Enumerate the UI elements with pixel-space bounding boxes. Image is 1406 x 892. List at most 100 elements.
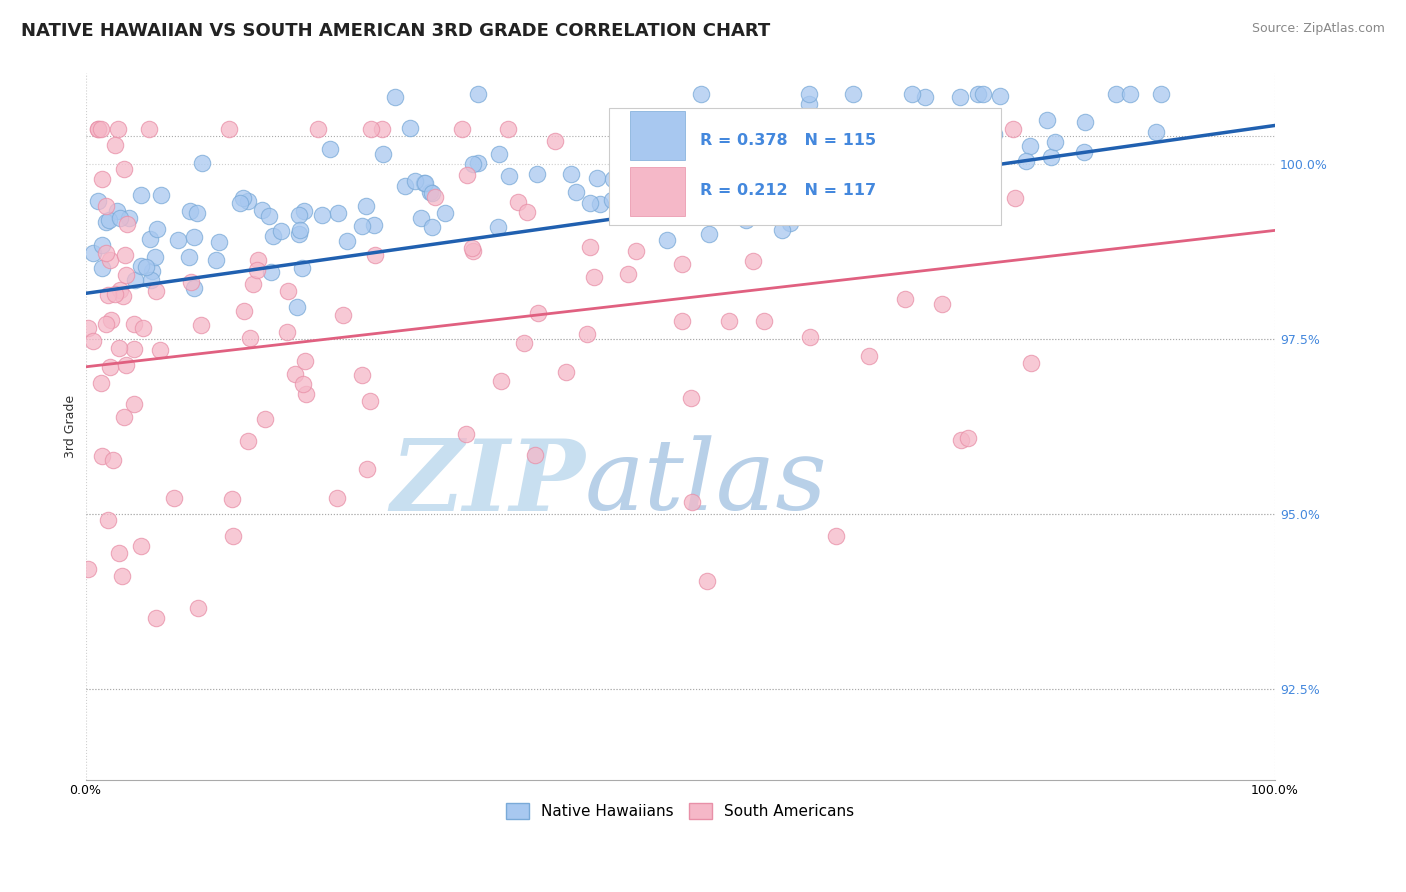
Point — [894, 292, 917, 306]
Point — [311, 208, 333, 222]
Point — [419, 185, 441, 199]
Point — [689, 87, 711, 101]
Point — [420, 220, 443, 235]
Point — [318, 142, 340, 156]
Point — [149, 343, 172, 357]
Point — [180, 275, 202, 289]
Point — [696, 574, 718, 588]
Point — [233, 304, 256, 318]
Point — [1073, 115, 1095, 129]
Point — [100, 313, 122, 327]
Point — [617, 267, 640, 281]
Point — [108, 283, 131, 297]
Point — [983, 127, 1005, 141]
Text: R = 0.378   N = 115: R = 0.378 N = 115 — [700, 133, 876, 148]
Point — [356, 462, 378, 476]
Point — [579, 195, 602, 210]
Point — [467, 155, 489, 169]
Point — [513, 336, 536, 351]
Point — [870, 165, 893, 179]
Point — [799, 140, 821, 154]
Point — [352, 368, 374, 382]
Point — [112, 410, 135, 425]
Point — [90, 376, 112, 390]
Point — [87, 122, 110, 136]
Point — [973, 152, 995, 166]
Point — [105, 203, 128, 218]
Point — [294, 386, 316, 401]
Point — [915, 199, 938, 213]
Point — [76, 561, 98, 575]
Point — [717, 314, 740, 328]
Point — [326, 491, 349, 505]
Point — [1004, 191, 1026, 205]
Point — [799, 96, 821, 111]
Point — [1014, 153, 1036, 168]
Point — [112, 162, 135, 177]
Point — [167, 233, 190, 247]
Point — [1019, 356, 1042, 370]
Point — [90, 260, 112, 275]
Point — [139, 232, 162, 246]
Point — [600, 193, 623, 207]
Point — [886, 168, 908, 182]
Point — [624, 244, 647, 258]
Point — [679, 391, 702, 405]
Point — [451, 122, 474, 136]
Point — [523, 448, 546, 462]
Point — [221, 491, 243, 506]
Point — [931, 296, 953, 310]
Point — [360, 122, 382, 136]
Point — [734, 212, 756, 227]
Point — [813, 137, 835, 152]
Point — [114, 358, 136, 372]
Point — [972, 87, 994, 101]
Point — [292, 204, 315, 219]
Point — [858, 349, 880, 363]
Point — [1019, 139, 1042, 153]
Point — [394, 179, 416, 194]
Point — [139, 273, 162, 287]
Point — [97, 288, 120, 302]
Point — [284, 367, 307, 381]
Point — [842, 87, 865, 101]
Point — [108, 546, 131, 560]
Point — [285, 300, 308, 314]
Point — [655, 233, 678, 247]
Point — [371, 147, 394, 161]
Point — [741, 253, 763, 268]
Y-axis label: 3rd Grade: 3rd Grade — [65, 395, 77, 458]
Point — [489, 374, 512, 388]
Point — [1002, 122, 1025, 136]
Point — [288, 227, 311, 241]
Point — [247, 252, 270, 267]
Point — [115, 268, 138, 282]
Point — [690, 122, 713, 136]
Point — [463, 244, 485, 259]
Point — [179, 204, 201, 219]
Point — [124, 397, 146, 411]
Point — [526, 167, 548, 181]
Point — [183, 281, 205, 295]
Point — [132, 320, 155, 334]
Point — [456, 427, 478, 442]
Point — [616, 194, 638, 208]
Point — [97, 513, 120, 527]
Point — [288, 208, 311, 222]
Point — [76, 320, 98, 334]
Point — [1150, 87, 1173, 101]
Point — [363, 219, 385, 233]
Point — [671, 257, 693, 271]
Point — [187, 600, 209, 615]
Point — [927, 125, 949, 139]
Point — [179, 250, 201, 264]
Point — [754, 314, 776, 328]
Point — [135, 260, 157, 275]
Point — [420, 186, 443, 200]
Point — [354, 199, 377, 213]
Point — [129, 539, 152, 553]
Point — [208, 235, 231, 249]
Point — [779, 216, 801, 230]
Point — [901, 87, 924, 101]
Point — [399, 120, 422, 135]
